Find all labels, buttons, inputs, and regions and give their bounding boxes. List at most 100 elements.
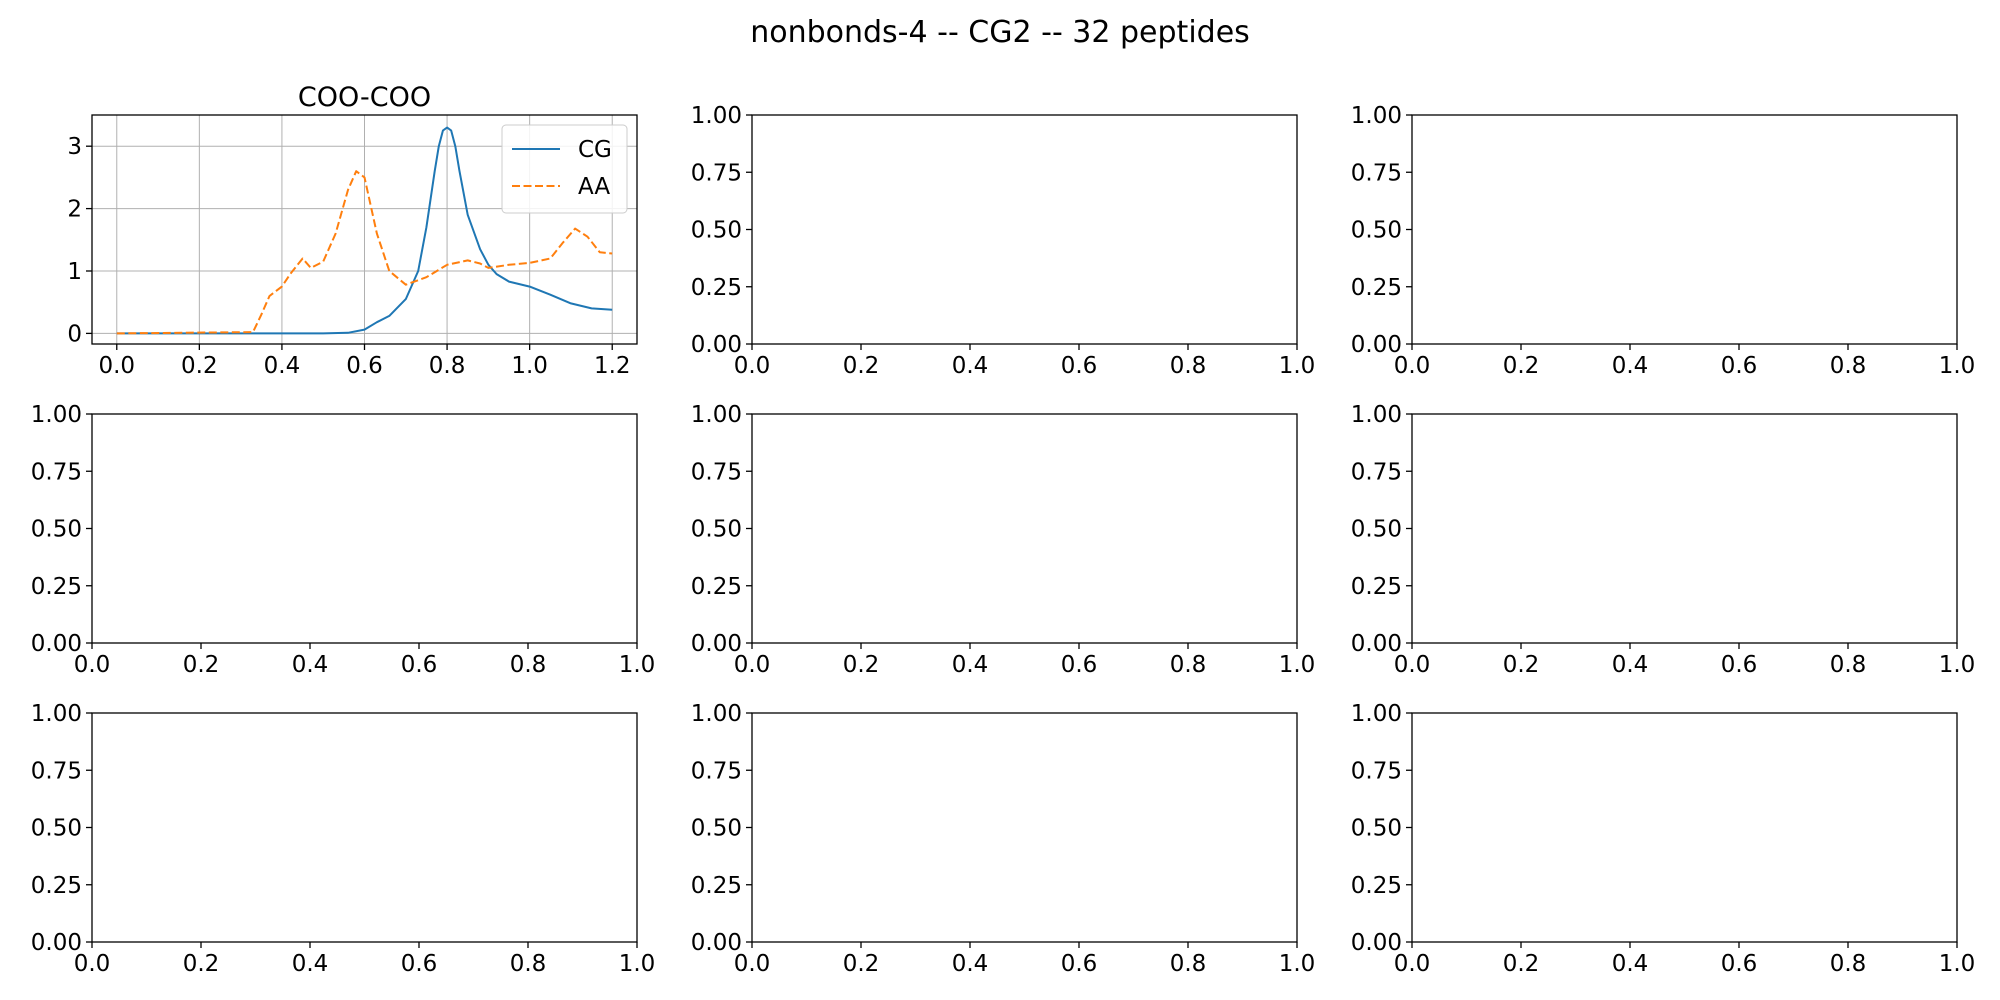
- subplot-2: 0.0 0.2 0.4 0.6 0.8 1.0 0.00 0.25 0.50 0.75 1.00: [691, 103, 1316, 379]
- x-tick-label: 1.0: [1279, 353, 1316, 379]
- series-line-cg: [116, 126, 613, 335]
- y-tick-label: 0.25: [31, 873, 82, 899]
- x-tick-label: 0.6: [1061, 951, 1098, 977]
- x-tick-label: 0.0: [1394, 951, 1431, 977]
- subplot-3: 0.0 0.2 0.4 0.6 0.8 1.0 0.00 0.25 0.50 0.75 1.00: [1351, 103, 1976, 379]
- x-tick-label: 0.2: [1503, 353, 1540, 379]
- y-tick-label: 0.00: [691, 631, 742, 657]
- y-tick-label: 3: [67, 134, 82, 160]
- x-tick-label: 0.2: [1503, 652, 1540, 678]
- y-tick-label: 0.75: [691, 160, 742, 186]
- x-tick-label: 0.2: [183, 652, 220, 678]
- y-tick-label: 0.00: [31, 631, 82, 657]
- x-tick-label: 0.6: [401, 951, 438, 977]
- y-tick-label: 0.25: [691, 873, 742, 899]
- x-tick-label: 1.0: [1939, 951, 1976, 977]
- y-tick-label: 0.75: [691, 758, 742, 784]
- y-tick-label: 0.50: [31, 816, 82, 842]
- y-tick-label: 0.00: [31, 930, 82, 956]
- y-tick-label: 0.25: [1351, 275, 1402, 301]
- axes-frame: [91, 712, 638, 943]
- x-tick-label: 1.0: [1939, 353, 1976, 379]
- x-tick-label: 0.8: [1170, 652, 1207, 678]
- figure-suptitle: nonbonds-4 -- CG2 -- 32 peptides: [750, 15, 1250, 50]
- x-tick-label: 0.8: [1830, 951, 1867, 977]
- x-tick-label: 0.6: [1061, 353, 1098, 379]
- x-tick-label: 0.2: [843, 951, 880, 977]
- x-tick-label: 0.4: [1612, 652, 1649, 678]
- y-tick-label: 0.25: [31, 574, 82, 600]
- legend: CG AA: [501, 124, 628, 214]
- axes-frame: [1411, 114, 1958, 345]
- x-tick-label: 0.4: [264, 353, 301, 379]
- y-tick-label: 0.50: [691, 218, 742, 244]
- y-tick-label: 0.50: [31, 517, 82, 543]
- x-tick-label: 1.0: [511, 353, 548, 379]
- legend-label-aa: AA: [578, 174, 610, 200]
- x-tick-label: 0.8: [510, 652, 547, 678]
- x-tick-label: 0.6: [346, 353, 383, 379]
- axes-frame: [751, 413, 1298, 644]
- y-tick-label: 0.50: [1351, 816, 1402, 842]
- y-tick-label: 0.75: [1351, 160, 1402, 186]
- y-tick-label: 0.00: [1351, 332, 1402, 358]
- x-tick-label: 0.2: [843, 353, 880, 379]
- x-tick-label: 0.0: [1394, 652, 1431, 678]
- subplot-7: 0.0 0.2 0.4 0.6 0.8 1.0 0.00 0.25 0.50 0.75 1.00: [31, 701, 656, 977]
- y-tick-label: 0.25: [1351, 574, 1402, 600]
- subplot-9: 0.0 0.2 0.4 0.6 0.8 1.0 0.00 0.25 0.50 0.75 1.00: [1351, 701, 1976, 977]
- subplot-5: 0.0 0.2 0.4 0.6 0.8 1.0 0.00 0.25 0.50 0.75 1.00: [691, 402, 1316, 678]
- x-tick-label: 1.0: [1939, 652, 1976, 678]
- x-tick-label: 0.0: [1394, 353, 1431, 379]
- x-tick-label: 0.2: [843, 652, 880, 678]
- y-tick-label: 1.00: [1351, 103, 1402, 129]
- axes-frame: [751, 114, 1298, 345]
- y-tick-label: 0.25: [691, 574, 742, 600]
- x-tick-label: 0.4: [952, 652, 989, 678]
- y-tick-label: 0.75: [1351, 758, 1402, 784]
- x-tick-label: 1.0: [1279, 652, 1316, 678]
- y-tick-label: 0.00: [691, 332, 742, 358]
- x-tick-label: 0.6: [401, 652, 438, 678]
- x-tick-label: 0.8: [1830, 652, 1867, 678]
- x-tick-label: 1.2: [594, 353, 631, 379]
- x-tick-label: 0.8: [1170, 951, 1207, 977]
- y-tick-label: 1.00: [691, 402, 742, 428]
- y-tick-label: 0.50: [1351, 517, 1402, 543]
- y-tick-label: 0.25: [1351, 873, 1402, 899]
- x-tick-label: 0.4: [952, 951, 989, 977]
- x-tick-label: 0.0: [74, 951, 111, 977]
- y-tick-label: 0.75: [31, 459, 82, 485]
- x-tick-label: 0.6: [1721, 353, 1758, 379]
- y-tick-label: 0.50: [691, 816, 742, 842]
- x-tick-label: 1.0: [619, 951, 656, 977]
- x-tick-label: 0.0: [734, 652, 771, 678]
- x-tick-label: 0.0: [74, 652, 111, 678]
- y-tick-label: 0.00: [1351, 930, 1402, 956]
- subplot-title: COO-COO: [298, 82, 431, 113]
- y-tick-label: 1.00: [691, 103, 742, 129]
- x-tick-label: 0.0: [734, 353, 771, 379]
- x-tick-label: 0.2: [183, 951, 220, 977]
- y-tick-label: 0.25: [691, 275, 742, 301]
- series-line-aa: [116, 170, 613, 335]
- subplot-8: 0.0 0.2 0.4 0.6 0.8 1.0 0.00 0.25 0.50 0.75 1.00: [691, 701, 1316, 977]
- axes-frame: [1411, 712, 1958, 943]
- x-tick-label: 0.8: [1170, 353, 1207, 379]
- x-tick-label: 0.0: [98, 353, 135, 379]
- y-tick-label: 1.00: [31, 402, 82, 428]
- x-tick-label: 1.0: [1279, 951, 1316, 977]
- y-tick-label: 1: [67, 259, 82, 285]
- y-tick-label: 0.75: [691, 459, 742, 485]
- y-tick-label: 1.00: [1351, 701, 1402, 727]
- y-tick-label: 1.00: [31, 701, 82, 727]
- x-tick-label: 0.4: [1612, 951, 1649, 977]
- y-tick-label: 0: [67, 321, 82, 347]
- x-tick-label: 0.8: [510, 951, 547, 977]
- x-tick-label: 0.6: [1721, 951, 1758, 977]
- axes-frame: [91, 413, 638, 644]
- x-tick-label: 0.6: [1721, 652, 1758, 678]
- x-tick-label: 0.2: [181, 353, 218, 379]
- x-tick-label: 0.4: [292, 652, 329, 678]
- subplot-1: 0.0 0.2 0.4 0.6 0.8 1.0 1.2 0 1 2 3 COO-COO CG AA: [67, 82, 638, 379]
